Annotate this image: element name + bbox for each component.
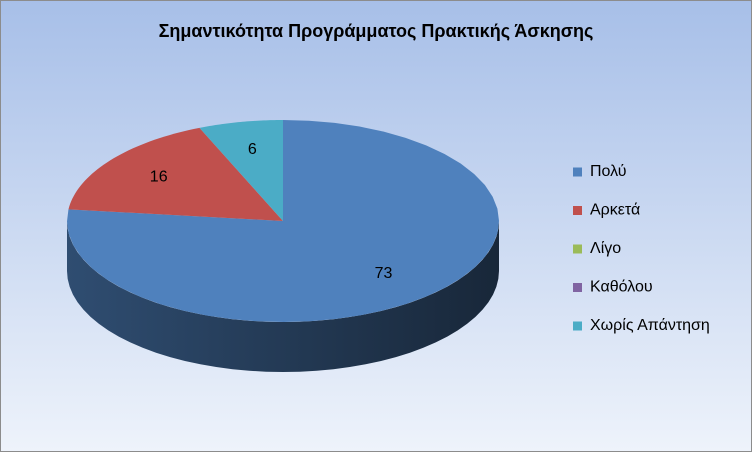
legend-swatch: [573, 283, 582, 292]
legend-label: Αρκετά: [590, 202, 640, 219]
slice-side: [67, 221, 499, 372]
slice: [68, 127, 283, 221]
chart-title: Σημαντικότητα Προγράμματος Πρακτικής Άσκ…: [159, 21, 594, 41]
legend-label: Λίγο: [590, 240, 621, 257]
pie: 73 16 6: [67, 120, 499, 372]
data-label: 6: [248, 141, 257, 158]
legend-label: Χωρίς Απάντηση: [590, 317, 710, 334]
legend: Πολύ Αρκετά Λίγο Καθόλου Χωρίς Απάντηση: [573, 163, 710, 334]
legend-swatch: [573, 167, 582, 177]
legend-swatch: [573, 244, 582, 254]
slice: [199, 120, 283, 221]
legend-swatch: [573, 321, 582, 331]
legend-label: Καθόλου: [590, 279, 653, 296]
data-label: 73: [375, 265, 393, 282]
legend-swatch: [573, 206, 582, 215]
data-label: 16: [150, 169, 168, 186]
legend-label: Πολύ: [590, 163, 627, 180]
